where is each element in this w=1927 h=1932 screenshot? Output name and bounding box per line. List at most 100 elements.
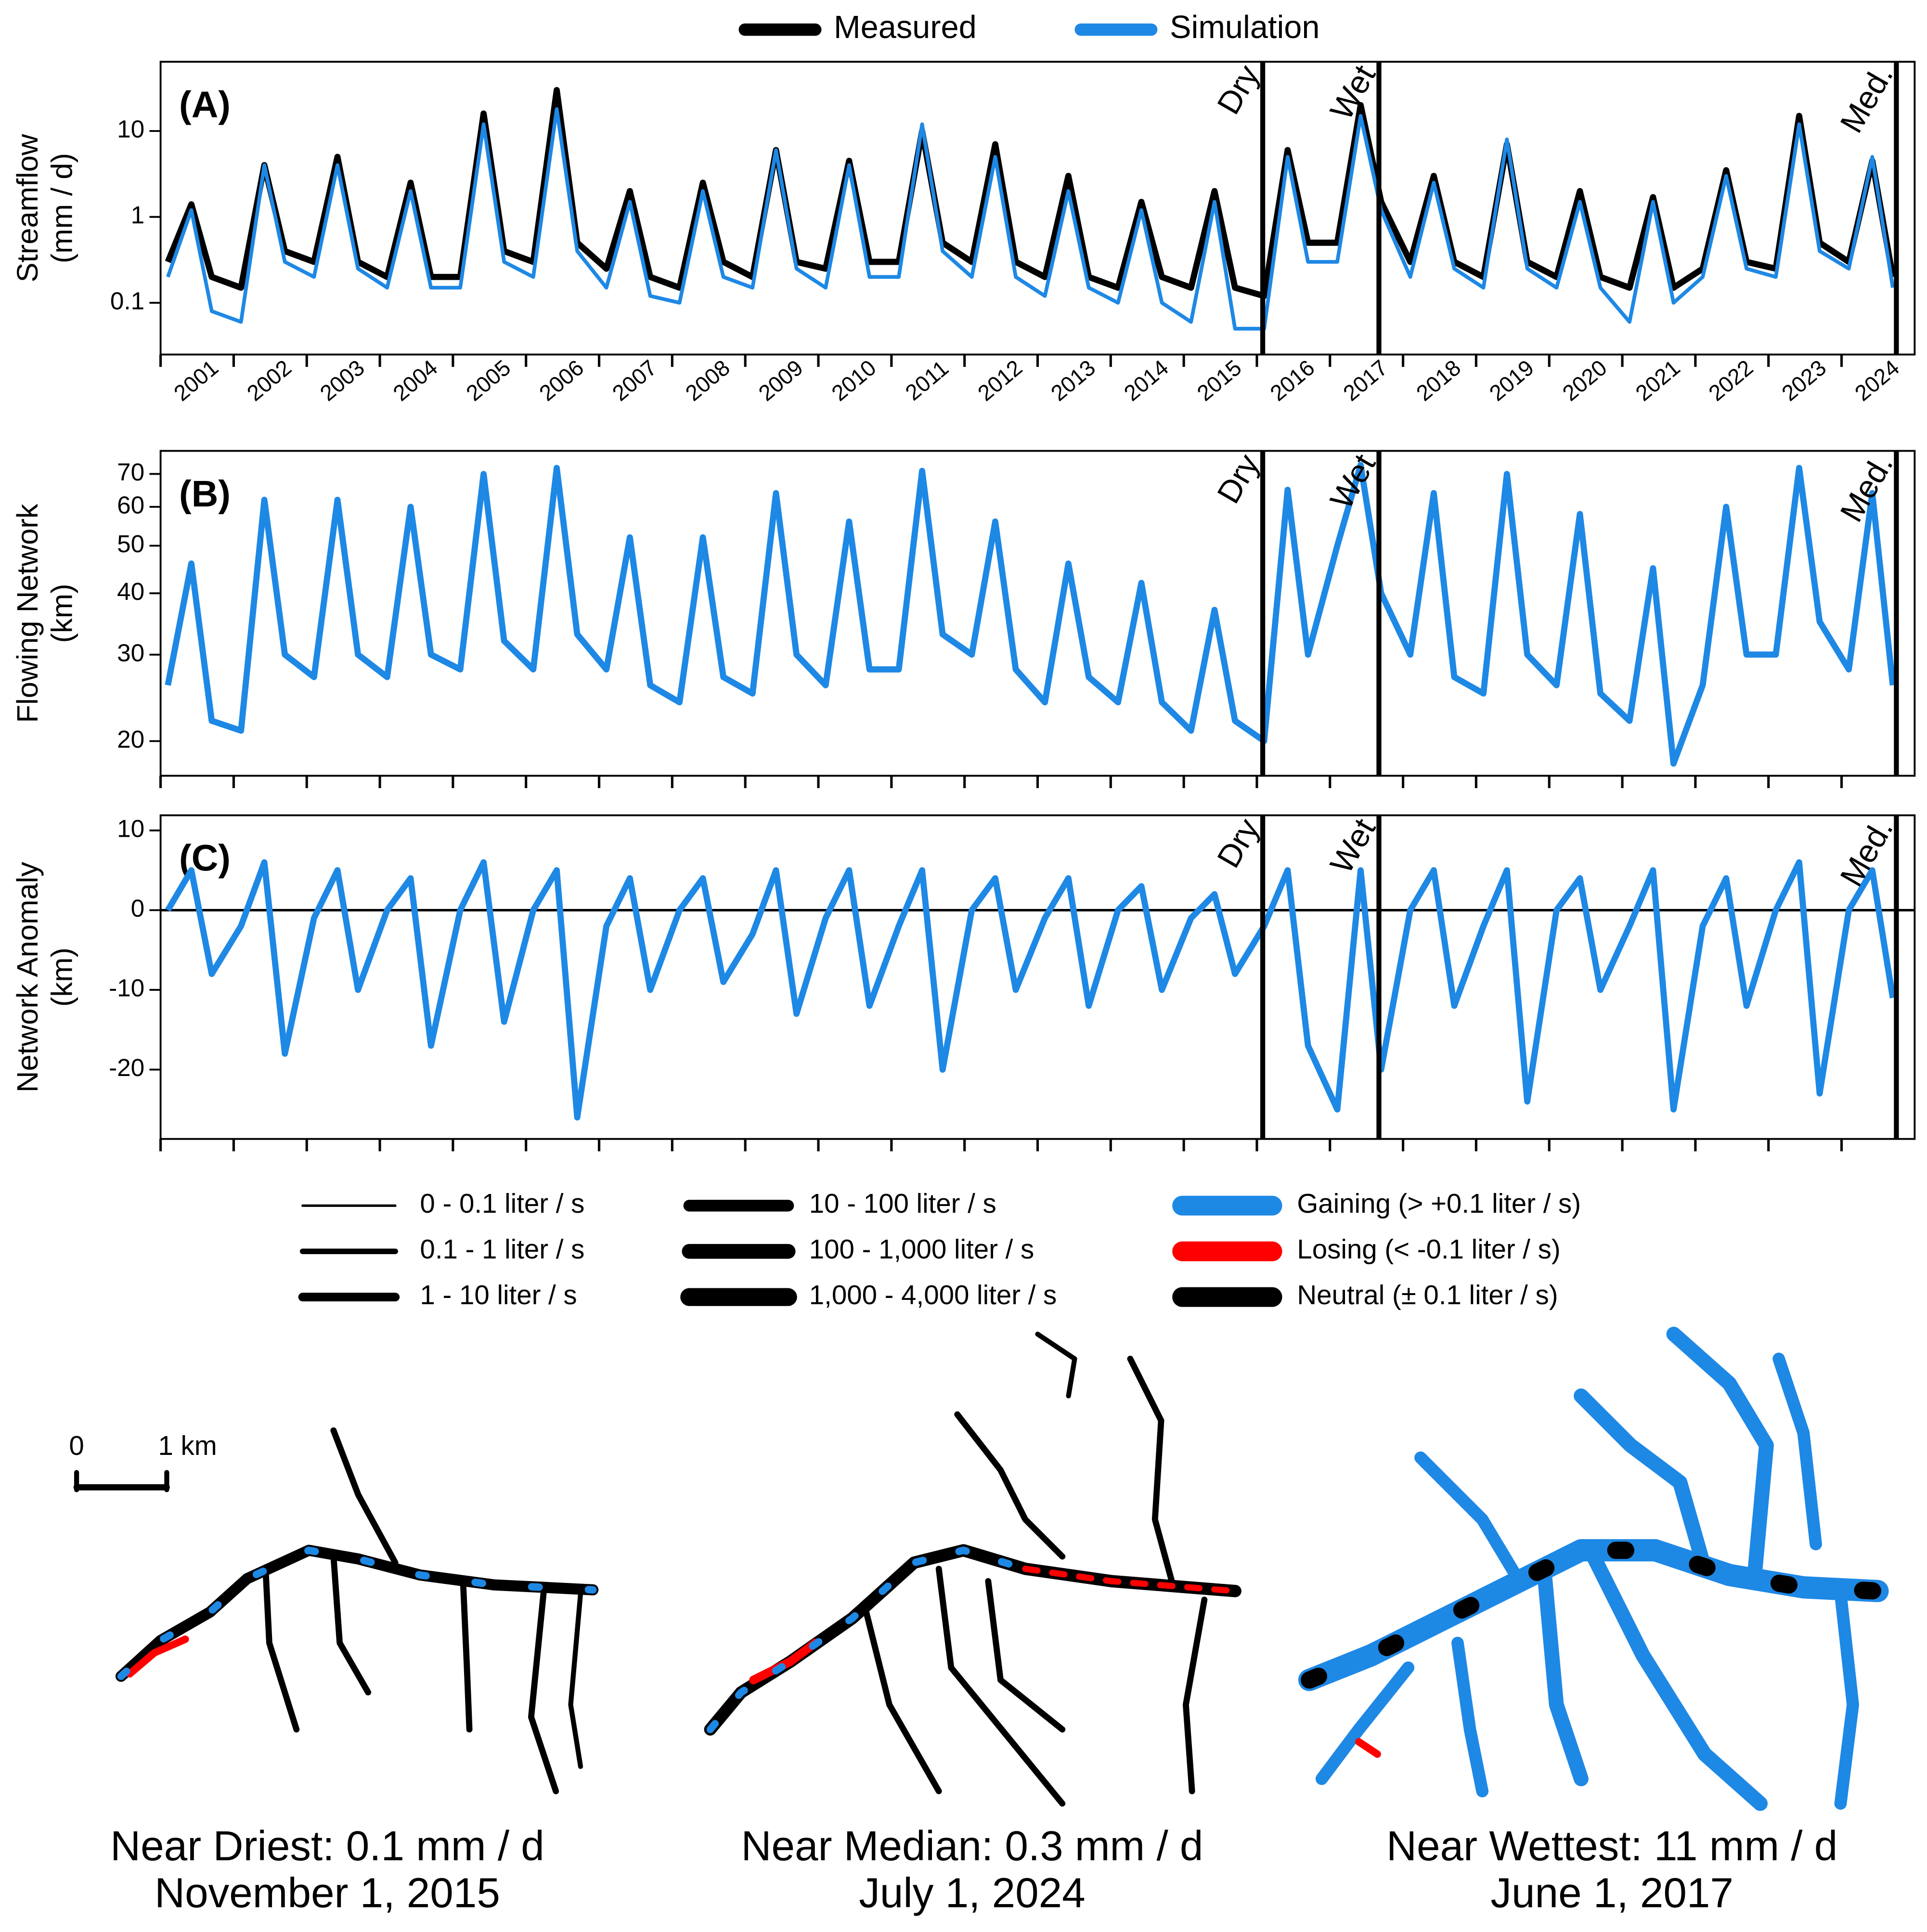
stream <box>1586 1549 1768 1811</box>
map-date: June 1, 2017 <box>1490 1870 1733 1917</box>
stream <box>330 1427 399 1566</box>
x-tick-label: 2022 <box>1704 355 1758 406</box>
legend-label: Losing (< -0.1 liter / s) <box>1297 1234 1560 1264</box>
stream <box>1666 1326 1774 1589</box>
x-tick-label: 2001 <box>169 355 223 406</box>
x-tick-label: 2021 <box>1630 355 1684 406</box>
y-axis-title: Network Anomaly <box>11 862 44 1092</box>
series-line <box>166 107 1895 331</box>
legend-label: 0 - 0.1 liter / s <box>420 1188 584 1219</box>
stream <box>1301 1542 1887 1689</box>
event-label: Dry <box>1211 813 1267 874</box>
stream <box>749 1638 820 1685</box>
legend-label: Measured <box>834 10 977 45</box>
stream <box>1355 1738 1381 1758</box>
x-tick-label: 2020 <box>1558 355 1612 406</box>
stream <box>1574 1388 1712 1577</box>
map-title: Near Driest: 0.1 mm / d <box>110 1823 544 1869</box>
x-tick-label: 2018 <box>1411 355 1465 406</box>
y-axis-title: Flowing Network <box>11 504 44 723</box>
y-axis-title: (km) <box>46 583 79 643</box>
stream <box>935 1566 1066 1807</box>
y-tick-label: 20 <box>117 726 144 753</box>
x-tick-label: 2014 <box>1119 355 1173 406</box>
map-wettest <box>1298 1326 1889 1811</box>
x-tick-label: 2017 <box>1338 355 1392 406</box>
event-label: Dry <box>1211 448 1267 509</box>
panel-label: (A) <box>179 84 231 126</box>
x-tick-label: 2005 <box>461 355 515 406</box>
map-median <box>704 1331 1242 1807</box>
y-tick-label: 1 <box>131 201 145 229</box>
y-axis-title: (mm / d) <box>46 153 79 263</box>
y-axis-title: Streamflow <box>11 134 44 283</box>
maps <box>73 1326 1889 1811</box>
x-tick-label: 2016 <box>1265 355 1319 406</box>
event-label: Wet <box>1323 59 1383 126</box>
stream <box>954 1411 1066 1560</box>
stream <box>1414 1451 1526 1588</box>
x-tick-label: 2011 <box>901 355 953 405</box>
event-label: Med. <box>1834 59 1900 139</box>
x-tick-label: 2003 <box>315 355 369 406</box>
stream <box>115 1544 599 1682</box>
map-title: Near Median: 0.3 mm / d <box>741 1823 1203 1869</box>
x-tick-label: 2023 <box>1777 355 1831 406</box>
x-tick-label: 2007 <box>608 355 661 406</box>
stream <box>1182 1596 1208 1794</box>
x-tick-label: 2015 <box>1192 355 1246 406</box>
event-label: Wet <box>1323 813 1383 880</box>
series-line <box>165 859 1896 1121</box>
legend-label: 10 - 100 liter / s <box>809 1188 996 1219</box>
stream <box>528 1590 559 1794</box>
stream <box>460 1582 473 1733</box>
y-tick-label: 30 <box>117 639 144 666</box>
y-tick-label: 10 <box>117 815 144 842</box>
y-tick-label: -10 <box>109 974 144 1002</box>
stream <box>1772 1352 1822 1551</box>
x-tick-label: 2002 <box>242 355 296 406</box>
event-label: Wet <box>1323 448 1383 515</box>
legend-label: 1,000 - 4,000 liter / s <box>809 1280 1057 1310</box>
x-tick-label: 2008 <box>681 355 735 406</box>
series-line <box>165 87 1896 299</box>
stream <box>1537 1561 1589 1787</box>
stream <box>1451 1636 1489 1798</box>
y-axis-title: (km) <box>46 947 79 1007</box>
x-tick-label: 2012 <box>973 355 1027 406</box>
legend-label: Gaining (> +0.1 liter / s) <box>1297 1188 1581 1219</box>
x-tick-label: 2013 <box>1046 355 1100 406</box>
stream <box>117 1546 597 1680</box>
legend-label: Simulation <box>1170 10 1319 45</box>
y-tick-label: -20 <box>109 1054 144 1081</box>
legend-label: 0.1 - 1 liter / s <box>420 1234 584 1264</box>
stream <box>1035 1331 1077 1399</box>
stream <box>1834 1587 1859 1810</box>
map-date: July 1, 2024 <box>859 1870 1085 1917</box>
y-tick-label: 50 <box>117 530 144 558</box>
stream <box>706 1546 1029 1733</box>
stream <box>1315 1661 1415 1785</box>
y-tick-label: 70 <box>117 458 144 486</box>
stream <box>262 1566 300 1733</box>
stream <box>568 1591 583 1769</box>
y-tick-label: 10 <box>117 116 144 143</box>
y-tick-label: 0.1 <box>110 287 144 315</box>
x-tick-label: 2019 <box>1485 355 1539 406</box>
y-tick-label: 60 <box>117 491 144 519</box>
map-date: November 1, 2015 <box>155 1870 500 1917</box>
stream <box>126 1635 189 1678</box>
map-title: Near Wettest: 11 mm / d <box>1386 1823 1837 1869</box>
event-label: Med. <box>1834 813 1900 892</box>
scale-label: 0 <box>69 1430 84 1461</box>
x-tick-label: 2006 <box>534 355 588 406</box>
legend-label: 100 - 1,000 liter / s <box>809 1234 1034 1264</box>
legend-label: 1 - 10 liter / s <box>420 1280 577 1310</box>
panel-label: (B) <box>179 473 231 515</box>
x-tick-label: 2024 <box>1850 355 1904 406</box>
series-line <box>165 462 1896 767</box>
x-tick-label: 2009 <box>754 355 808 406</box>
stream <box>985 1578 1066 1733</box>
